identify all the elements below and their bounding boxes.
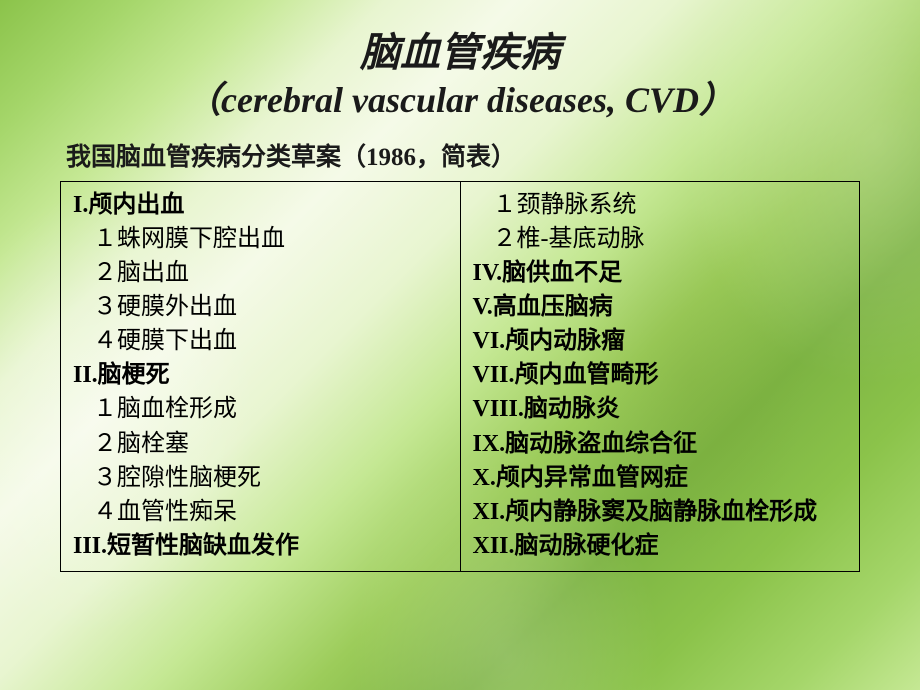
list-item: ２椎-基底动脉 bbox=[473, 222, 848, 256]
title-sub: （cerebral vascular diseases, CVD） bbox=[60, 78, 860, 123]
list-item: II.脑梗死 bbox=[73, 358, 448, 392]
list-item: VI.颅内动脉瘤 bbox=[473, 324, 848, 358]
list-item: １颈静脉系统 bbox=[473, 188, 848, 222]
list-item: ２脑栓塞 bbox=[73, 427, 448, 461]
list-item: IV.脑供血不足 bbox=[473, 256, 848, 290]
list-item: ３硬膜外出血 bbox=[73, 290, 448, 324]
list-item: X.颅内异常血管网症 bbox=[473, 461, 848, 495]
list-item: IX.脑动脉盗血综合征 bbox=[473, 427, 848, 461]
list-item: VII.颅内血管畸形 bbox=[473, 358, 848, 392]
classification-table: I.颅内出血１蛛网膜下腔出血２脑出血３硬膜外出血４硬膜下出血II.脑梗死１脑血栓… bbox=[60, 181, 860, 572]
list-item: １脑血栓形成 bbox=[73, 392, 448, 426]
list-item: VIII.脑动脉炎 bbox=[473, 392, 848, 426]
list-item: ２脑出血 bbox=[73, 256, 448, 290]
title-block: 脑血管疾病 （cerebral vascular diseases, CVD） bbox=[60, 28, 860, 123]
title-main: 脑血管疾病 bbox=[60, 28, 860, 78]
list-item: I.颅内出血 bbox=[73, 188, 448, 222]
table-column-right: １颈静脉系统２椎-基底动脉IV.脑供血不足V.高血压脑病VI.颅内动脉瘤VII.… bbox=[461, 182, 860, 571]
list-item: ４硬膜下出血 bbox=[73, 324, 448, 358]
title-sub-en: cerebral vascular diseases, CVD bbox=[221, 80, 699, 120]
title-sub-open: （ bbox=[185, 80, 221, 120]
list-item: ３腔隙性脑梗死 bbox=[73, 461, 448, 495]
list-item: XI.颅内静脉窦及脑静脉血栓形成 bbox=[473, 495, 848, 529]
list-item: V.高血压脑病 bbox=[473, 290, 848, 324]
list-item: ４血管性痴呆 bbox=[73, 495, 448, 529]
slide-subtitle: 我国脑血管疾病分类草案（1986，简表） bbox=[66, 137, 860, 173]
table-column-left: I.颅内出血１蛛网膜下腔出血２脑出血３硬膜外出血４硬膜下出血II.脑梗死１脑血栓… bbox=[61, 182, 461, 571]
list-item: １蛛网膜下腔出血 bbox=[73, 222, 448, 256]
list-item: XII.脑动脉硬化症 bbox=[473, 529, 848, 563]
slide: 脑血管疾病 （cerebral vascular diseases, CVD） … bbox=[0, 0, 920, 690]
title-sub-close: ） bbox=[699, 80, 735, 120]
list-item: III.短暂性脑缺血发作 bbox=[73, 529, 448, 563]
